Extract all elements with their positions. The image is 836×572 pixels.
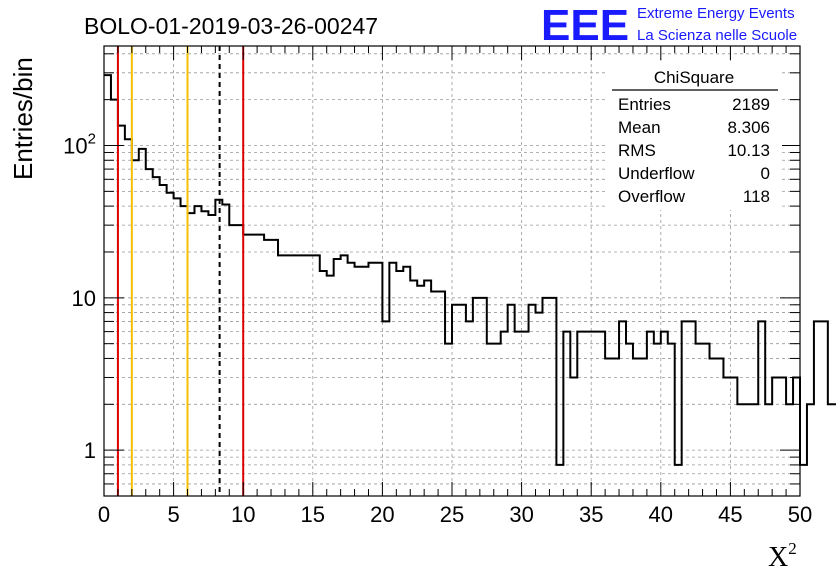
y-tick-label: 1 — [84, 438, 96, 463]
x-tick-label: 45 — [718, 502, 742, 527]
chart-title: BOLO-01-2019-03-26-00247 — [84, 13, 378, 39]
x-tick-label: 30 — [509, 502, 533, 527]
stats-row-label: Overflow — [618, 187, 686, 206]
axis-ticks — [103, 46, 801, 497]
x-tick-label: 20 — [370, 502, 394, 527]
y-tick-label: 102 — [63, 130, 96, 158]
histogram-outline — [104, 74, 836, 466]
tick-labels: 0 5 10 15 20 25 30 35 40 45 50 1 10 102 — [63, 130, 812, 527]
x-tick-label: 0 — [98, 502, 110, 527]
x-tick-label: 50 — [788, 502, 812, 527]
stats-box: ChiSquare Entries 2189 Mean 8.306 RMS 10… — [608, 62, 782, 210]
y-axis-label: Entries/bin — [8, 57, 38, 180]
stats-row-label: Underflow — [618, 164, 695, 183]
histogram-bars — [104, 74, 836, 466]
x-axis-label-base: X — [768, 542, 788, 572]
x-tick-label: 40 — [649, 502, 673, 527]
stats-row-value: 0 — [761, 164, 770, 183]
logo-line2: La Scienza nelle Scuole — [637, 27, 797, 44]
stats-row-label: RMS — [618, 141, 656, 160]
stats-row-value: 118 — [743, 187, 770, 206]
x-tick-label: 10 — [231, 502, 255, 527]
x-axis-label-superscript: 2 — [788, 539, 797, 558]
stats-box-background — [608, 62, 782, 210]
stats-title: ChiSquare — [654, 68, 734, 87]
x-tick-label: 35 — [579, 502, 603, 527]
stats-row-value: 10.13 — [727, 141, 770, 160]
logo-line1: Extreme Energy Events — [637, 5, 795, 22]
x-axis-label: X2 — [768, 539, 797, 572]
x-tick-label: 15 — [301, 502, 325, 527]
stats-row-value: 8.306 — [727, 118, 770, 137]
stats-row-value: 2189 — [732, 95, 770, 114]
stats-row-label: Mean — [618, 118, 661, 137]
stats-row-label: Entries — [618, 95, 671, 114]
x-tick-label: 5 — [167, 502, 179, 527]
x-tick-label: 25 — [440, 502, 464, 527]
logo-eee-text: EEE — [541, 1, 629, 50]
reference-lines — [116, 46, 245, 496]
eee-logo: EEE Extreme Energy Events La Scienza nel… — [541, 1, 797, 50]
y-tick-label: 10 — [72, 286, 96, 311]
